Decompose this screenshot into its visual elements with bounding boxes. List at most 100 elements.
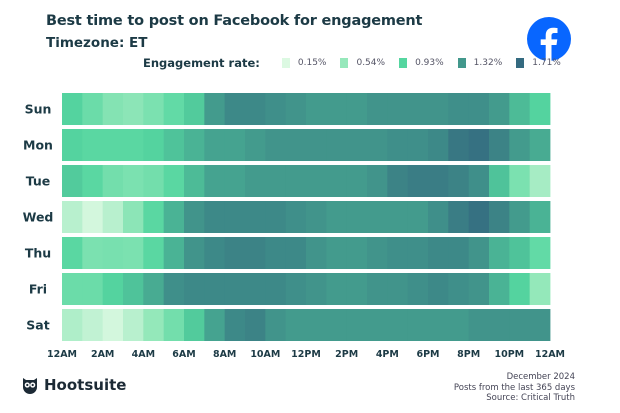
heat-cell xyxy=(265,129,287,161)
heat-cell xyxy=(509,93,531,125)
heat-cell xyxy=(123,309,144,341)
heat-cell xyxy=(509,165,531,197)
heat-cell xyxy=(143,273,165,305)
heat-cell xyxy=(367,129,388,161)
heat-cell xyxy=(82,273,104,305)
x-tick-label: 12AM xyxy=(47,349,77,360)
x-tick-label: 6PM xyxy=(416,349,439,360)
heat-cell xyxy=(163,165,185,197)
heat-cell xyxy=(489,129,510,161)
x-tick-label: 4PM xyxy=(376,349,399,360)
heat-cell xyxy=(102,93,124,125)
heat-cell xyxy=(407,129,429,161)
legend-swatch xyxy=(340,58,349,68)
heat-cell xyxy=(204,273,226,305)
heat-cell xyxy=(529,165,551,197)
heat-cell xyxy=(224,93,246,125)
heat-cell xyxy=(326,309,348,341)
heat-cell xyxy=(468,129,490,161)
heat-cell xyxy=(428,129,449,161)
heat-cell xyxy=(102,273,124,305)
footer-notes: December 2024 Posts from the last 365 da… xyxy=(454,372,575,404)
legend-label: 0.93% xyxy=(415,58,444,68)
heat-cell xyxy=(428,273,449,305)
heat-cell xyxy=(285,165,307,197)
heat-cell xyxy=(265,309,287,341)
row-label-fri: Fri xyxy=(29,282,47,297)
x-tick-label: 10AM xyxy=(250,349,280,360)
heat-cell xyxy=(387,201,409,233)
heat-cell xyxy=(82,93,104,125)
x-tick-label: 4AM xyxy=(132,349,155,360)
heat-cell xyxy=(123,273,144,305)
heat-cell xyxy=(326,273,348,305)
heat-cell xyxy=(102,201,124,233)
row-label-mon: Mon xyxy=(23,138,53,153)
heat-cell xyxy=(184,129,205,161)
legend-swatch xyxy=(399,58,408,68)
heat-cell xyxy=(326,93,348,125)
heat-cell xyxy=(224,129,246,161)
heat-cell xyxy=(306,237,327,269)
heat-cell xyxy=(285,201,307,233)
legend: Engagement rate: 0.15% 0.54% 0.93% 1.32%… xyxy=(143,56,561,70)
heat-cell xyxy=(346,165,368,197)
heat-cell xyxy=(529,93,551,125)
hootsuite-logo: Hootsuite xyxy=(20,375,126,395)
x-tick-label: 8AM xyxy=(213,349,236,360)
heat-cell xyxy=(62,309,83,341)
heat-cell xyxy=(123,237,144,269)
heat-cell xyxy=(245,309,266,341)
heat-cell xyxy=(387,309,409,341)
heat-cell xyxy=(184,237,205,269)
legend-label: 0.54% xyxy=(356,58,386,68)
heat-cell xyxy=(367,201,388,233)
heat-cell xyxy=(143,309,165,341)
heat-cell xyxy=(509,129,531,161)
heat-cell xyxy=(448,165,470,197)
heat-cell xyxy=(529,129,551,161)
heat-cell xyxy=(204,309,226,341)
heat-cell xyxy=(62,237,83,269)
heat-cell xyxy=(285,273,307,305)
heat-cell xyxy=(163,201,185,233)
legend-label: 1.71% xyxy=(532,58,561,68)
footer-source: Source: Critical Truth xyxy=(486,393,575,403)
heat-cell xyxy=(306,93,327,125)
heat-cell xyxy=(285,237,307,269)
heat-cell xyxy=(123,93,144,125)
heat-cell xyxy=(163,237,185,269)
heat-cell xyxy=(529,273,551,305)
heat-cell xyxy=(387,165,409,197)
heat-cell xyxy=(102,237,124,269)
heat-cell xyxy=(204,93,226,125)
heat-cell xyxy=(184,273,205,305)
heat-cell xyxy=(102,129,124,161)
heat-cell xyxy=(143,201,165,233)
heat-cell xyxy=(306,165,327,197)
row-label-tue: Tue xyxy=(26,174,51,189)
heat-cell xyxy=(306,273,327,305)
heat-cell xyxy=(468,273,490,305)
heat-cell xyxy=(82,165,104,197)
footer-period: Posts from the last 365 days xyxy=(453,382,575,393)
heat-cell xyxy=(326,129,348,161)
heat-cell xyxy=(143,237,165,269)
chart-title: Best time to post on Facebook for engage… xyxy=(46,13,423,29)
heat-cell xyxy=(428,93,449,125)
heat-cell xyxy=(428,165,449,197)
heat-cell xyxy=(285,309,307,341)
x-tick-label: 8PM xyxy=(457,349,480,360)
heat-cell xyxy=(163,93,185,125)
heat-cell xyxy=(468,237,490,269)
heat-cell xyxy=(245,93,266,125)
heat-cell xyxy=(265,273,287,305)
heat-cell xyxy=(346,309,368,341)
heat-cell xyxy=(448,93,470,125)
chart-subtitle: Timezone: ET xyxy=(46,35,148,51)
heat-cell xyxy=(387,93,409,125)
heat-cell xyxy=(163,309,185,341)
heat-cell xyxy=(407,93,429,125)
heat-cell xyxy=(346,201,368,233)
heat-cell xyxy=(448,309,470,341)
